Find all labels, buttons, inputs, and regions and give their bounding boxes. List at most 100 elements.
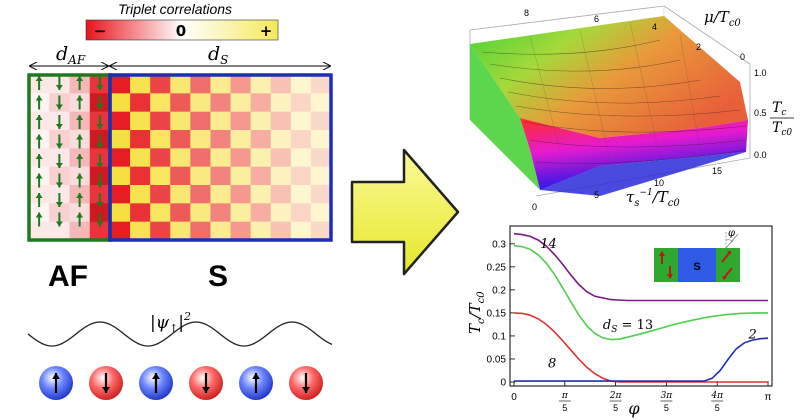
spin-arrow-head (35, 212, 43, 218)
x-tick-denominator: 5 (613, 403, 618, 413)
spin-arrow-head (55, 85, 63, 90)
s-cell (310, 75, 332, 94)
spin-arrow-head (96, 202, 104, 207)
spin-arrow-head (96, 104, 104, 110)
atom-spin-arrow-head (202, 387, 210, 393)
dimension-labels: dAF dS (30, 43, 330, 67)
s-cell (250, 185, 272, 204)
s-cell (170, 130, 191, 149)
x-tick-numerator: 3π (661, 391, 674, 401)
spin-arrow-head (76, 76, 84, 81)
colorbar: Triplet correlations − 0 + (85, 1, 279, 41)
series-label-2: 2 (747, 328, 756, 343)
s-cell (110, 130, 131, 149)
s-cell (210, 148, 231, 167)
s-cell (110, 75, 131, 94)
s-cell (150, 130, 171, 149)
s-cell (290, 203, 312, 222)
spin-arrow-head (55, 124, 63, 129)
inset-s-label: S (693, 261, 700, 273)
surface-plot: 8 6 4 2 0 μ/Tc0 1.0 0.5 0.0 Tc Tc0 0 5 1… (469, 5, 794, 212)
series-line (513, 232, 768, 302)
s-cell (270, 111, 292, 131)
spin-arrow-head (55, 182, 63, 188)
x-tick-denominator: 5 (715, 403, 720, 413)
s-cell (110, 185, 131, 204)
s-cell (150, 75, 171, 94)
spin-arrow-head (76, 173, 84, 179)
spin-arrow-head (96, 182, 104, 188)
s-cell (190, 111, 211, 131)
s-cell (250, 75, 272, 94)
s-cell (190, 203, 211, 222)
mu-tick: 8 (524, 8, 529, 18)
surface-side (470, 44, 540, 190)
series-line (513, 244, 768, 341)
inset-spin-tilt-head (722, 276, 727, 280)
spin-arrow-head (35, 173, 43, 179)
s-cell (230, 75, 251, 94)
s-cell (270, 75, 292, 94)
af-cell (49, 221, 70, 241)
s-cell (250, 93, 272, 112)
svg-text:Tc0: Tc0 (772, 120, 792, 138)
mu-tick: 0 (740, 52, 745, 62)
spin-arrow-head (55, 104, 63, 110)
s-label: S (208, 260, 228, 293)
inset-spin-up-head (659, 251, 665, 256)
wavefunction-curve (27, 321, 333, 347)
tau-tick: 5 (594, 190, 599, 200)
x-tick-numerator: 4π (710, 391, 724, 401)
s-cell (250, 221, 272, 241)
spin-arrow-head (35, 115, 43, 120)
s-cell (270, 221, 292, 241)
y-tick-label: 0.2 (492, 285, 506, 296)
s-cell (310, 221, 332, 241)
s-cell (230, 166, 251, 186)
s-cell (210, 75, 231, 94)
tc-tick: 0.0 (754, 150, 767, 160)
s-cell (130, 166, 151, 186)
heterostructure-grid (29, 75, 332, 241)
s-cell (170, 75, 191, 94)
s-cell (130, 148, 151, 167)
x-ticks: 0 π 5 2π 5 3π 5 4π 5 π (511, 381, 772, 413)
s-cell (190, 166, 211, 186)
s-cell (130, 185, 151, 204)
s-cell (310, 93, 332, 112)
spin-arrow-head (76, 95, 84, 101)
s-cell (270, 148, 292, 167)
s-layer-frame (108, 73, 333, 242)
spin-arrow-head (35, 76, 43, 81)
spin-arrow-head (76, 115, 84, 120)
s-cell (170, 148, 191, 167)
colorbar-title: Triplet correlations (118, 1, 232, 17)
af-width-label: dAF (56, 43, 86, 67)
y-axis-label: Tc/Tc0 (466, 291, 487, 334)
s-cell (150, 221, 171, 241)
s-cell (150, 166, 171, 186)
s-cell (150, 185, 171, 204)
spin-lattice (39, 366, 323, 400)
s-cell (190, 185, 211, 204)
s-cell (270, 93, 292, 112)
contour-lines (481, 39, 747, 164)
x-tick-denominator: 5 (562, 403, 567, 413)
s-cell (170, 111, 191, 131)
s-cell (210, 111, 231, 131)
s-cell (230, 111, 251, 131)
mu-tick: 4 (652, 22, 657, 32)
s-cell (110, 221, 131, 241)
spin-arrow-head (76, 154, 84, 159)
s-cell (270, 166, 292, 186)
s-cell (170, 185, 191, 204)
wavefunction-label: |ψ↑|2 (150, 310, 191, 335)
s-cell (130, 111, 151, 131)
s-cell (310, 148, 332, 167)
colorbar-gradient (85, 19, 279, 41)
s-cell (230, 93, 251, 112)
s-cell (250, 111, 272, 131)
s-cell (230, 221, 251, 241)
s-cell (130, 93, 151, 112)
s-cell (270, 185, 292, 204)
